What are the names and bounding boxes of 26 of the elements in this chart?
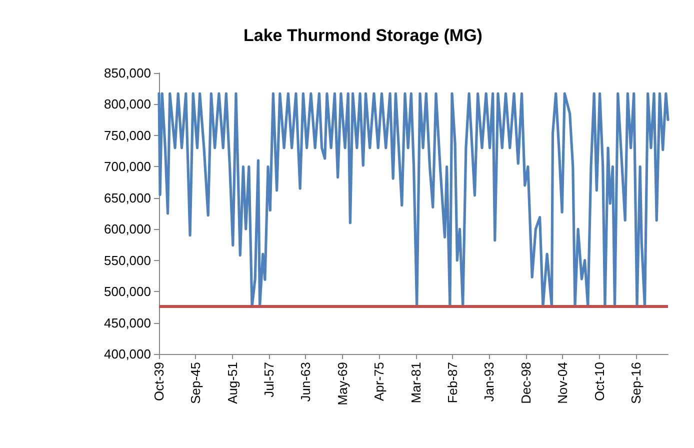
x-tick-label: Aug-51 — [224, 362, 240, 404]
x-tick-label: Oct-39 — [152, 362, 166, 402]
x-tick-label: Jun-63 — [298, 362, 314, 402]
x-tick-label: May-69 — [334, 362, 350, 406]
y-tick-label: 800,000 — [104, 96, 151, 112]
y-tick-label: 850,000 — [104, 66, 151, 80]
y-tick-label: 400,000 — [104, 346, 151, 362]
chart-title: Lake Thurmond Storage (MG) — [244, 26, 482, 45]
y-tick-label: 750,000 — [104, 128, 151, 143]
x-tick-label: Mar-81 — [408, 362, 424, 404]
x-tick-label: Sep-45 — [188, 362, 204, 404]
x-tick-label: Nov-04 — [555, 362, 570, 404]
y-tick-label: 450,000 — [104, 315, 151, 330]
y-tick-label: 550,000 — [104, 252, 151, 268]
x-tick-label: Jul-57 — [262, 362, 277, 398]
line-series — [158, 92, 670, 308]
x-tick-label: Dec-98 — [518, 362, 534, 404]
y-tick-label: 600,000 — [104, 222, 151, 237]
x-tick-label: Jan-93 — [482, 362, 497, 402]
x-tick-label: Feb-87 — [445, 362, 460, 404]
x-tick-label: Oct-10 — [592, 362, 607, 402]
y-tick-label: 500,000 — [104, 284, 151, 300]
y-tick-label: 700,000 — [104, 159, 151, 174]
x-tick-label: Apr-75 — [372, 362, 387, 402]
x-tick-label: Sep-16 — [628, 362, 644, 404]
y-tick-label: 650,000 — [104, 190, 151, 206]
